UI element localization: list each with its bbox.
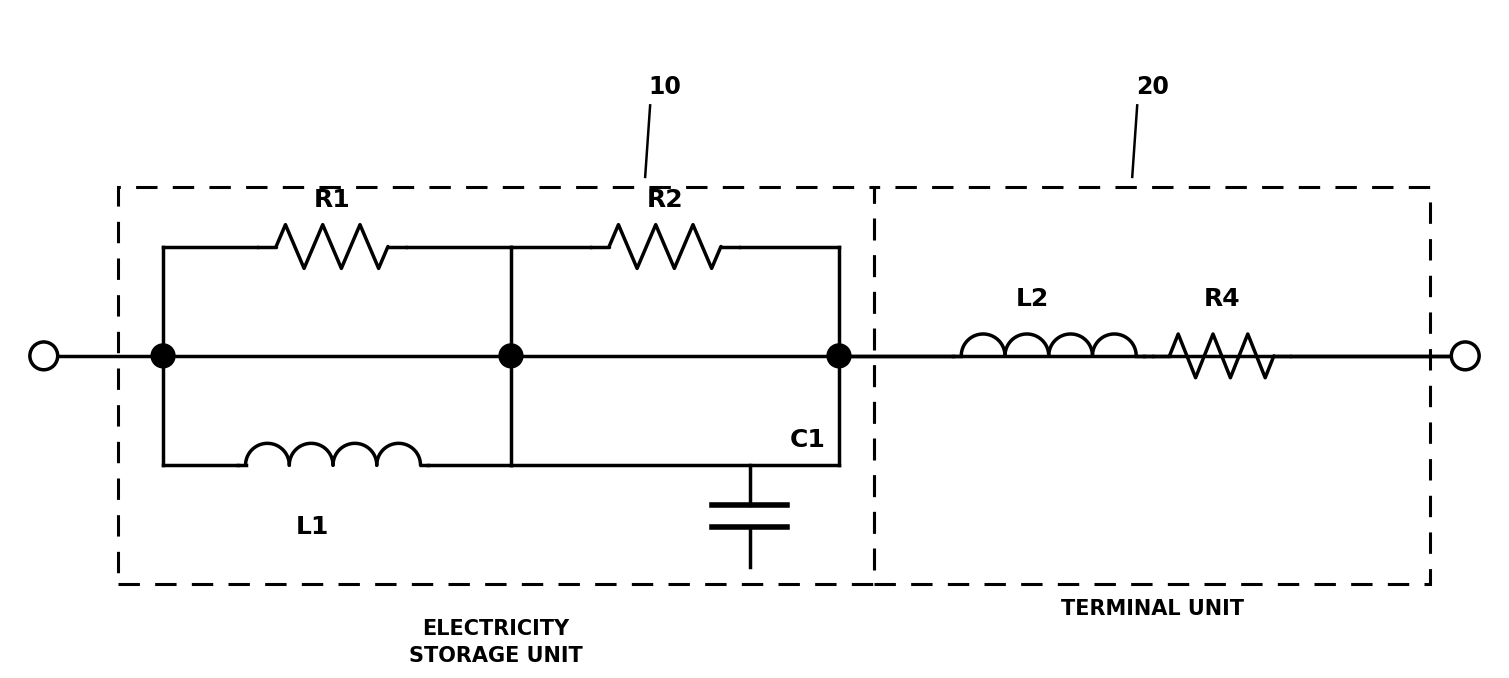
Circle shape bbox=[151, 344, 175, 367]
Circle shape bbox=[499, 344, 524, 367]
Text: 20: 20 bbox=[1136, 75, 1168, 100]
Circle shape bbox=[1452, 342, 1479, 370]
Text: L1: L1 bbox=[296, 515, 329, 539]
Circle shape bbox=[827, 344, 851, 367]
Text: R2: R2 bbox=[647, 188, 684, 212]
Text: 10: 10 bbox=[649, 75, 682, 100]
Circle shape bbox=[30, 342, 57, 370]
Text: L2: L2 bbox=[1016, 287, 1049, 311]
Text: C1: C1 bbox=[789, 428, 825, 452]
Bar bbox=[874, 187, 1431, 584]
Text: R4: R4 bbox=[1203, 287, 1240, 311]
Text: TERMINAL UNIT: TERMINAL UNIT bbox=[1061, 599, 1243, 620]
Text: ELECTRICITY
STORAGE UNIT: ELECTRICITY STORAGE UNIT bbox=[409, 619, 582, 666]
Bar bbox=[118, 187, 874, 584]
Text: R1: R1 bbox=[314, 188, 350, 212]
